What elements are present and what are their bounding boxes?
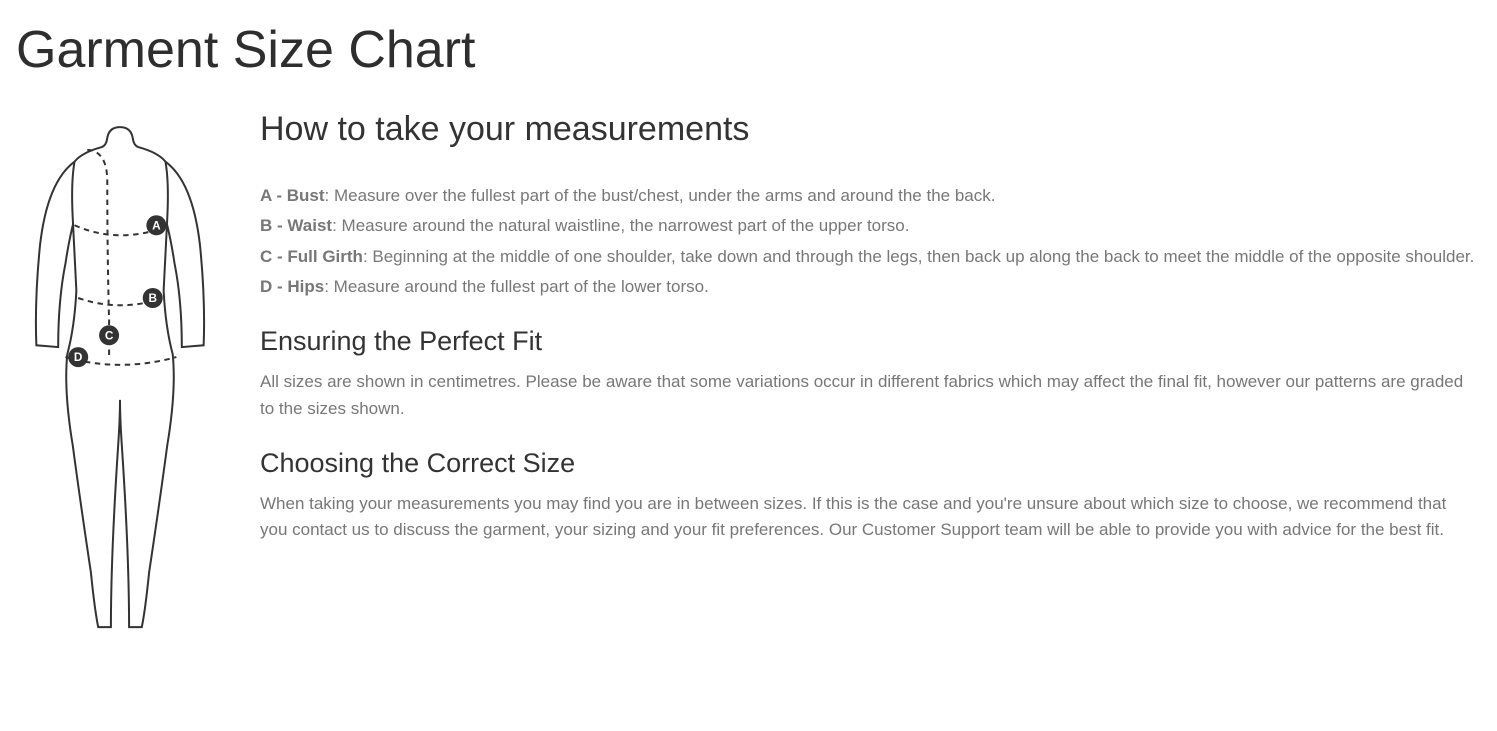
measurement-label-b: B - Waist <box>260 216 332 235</box>
measurement-label-d: D - Hips <box>260 277 324 296</box>
content-row: A B C D How to take your measurements A … <box>10 110 1487 641</box>
measurement-label-a: A - Bust <box>260 186 325 205</box>
measurement-item-a: A - Bust: Measure over the fullest part … <box>260 183 1477 209</box>
size-heading: Choosing the Correct Size <box>260 448 1477 479</box>
marker-c: C <box>99 325 119 345</box>
marker-a: A <box>146 215 166 235</box>
measurement-item-d: D - Hips: Measure around the fullest par… <box>260 274 1477 300</box>
marker-d-label: D <box>74 350 83 364</box>
measurement-item-c: C - Full Girth: Beginning at the middle … <box>260 244 1477 270</box>
body-torso <box>66 127 174 627</box>
measurement-item-b: B - Waist: Measure around the natural wa… <box>260 213 1477 239</box>
page-title: Garment Size Chart <box>16 20 1487 80</box>
size-text: When taking your measurements you may fi… <box>260 491 1477 544</box>
measurement-diagram: A B C D <box>10 110 240 641</box>
text-column: How to take your measurements A - Bust: … <box>240 110 1487 554</box>
marker-b: B <box>143 288 163 308</box>
measurements-heading: How to take your measurements <box>260 110 1477 149</box>
measurement-label-c: C - Full Girth <box>260 247 363 266</box>
measurement-text-d: : Measure around the fullest part of the… <box>324 277 709 296</box>
body-diagram-svg: A B C D <box>20 118 220 636</box>
marker-b-label: B <box>148 291 157 305</box>
marker-c-label: C <box>105 328 114 342</box>
measurement-text-a: : Measure over the fullest part of the b… <box>325 186 996 205</box>
fit-text: All sizes are shown in centimetres. Plea… <box>260 369 1477 422</box>
measurement-text-c: : Beginning at the middle of one shoulde… <box>363 247 1474 266</box>
fit-heading: Ensuring the Perfect Fit <box>260 326 1477 357</box>
marker-d: D <box>68 347 88 367</box>
measurement-text-b: : Measure around the natural waistline, … <box>332 216 909 235</box>
marker-a-label: A <box>152 218 161 232</box>
